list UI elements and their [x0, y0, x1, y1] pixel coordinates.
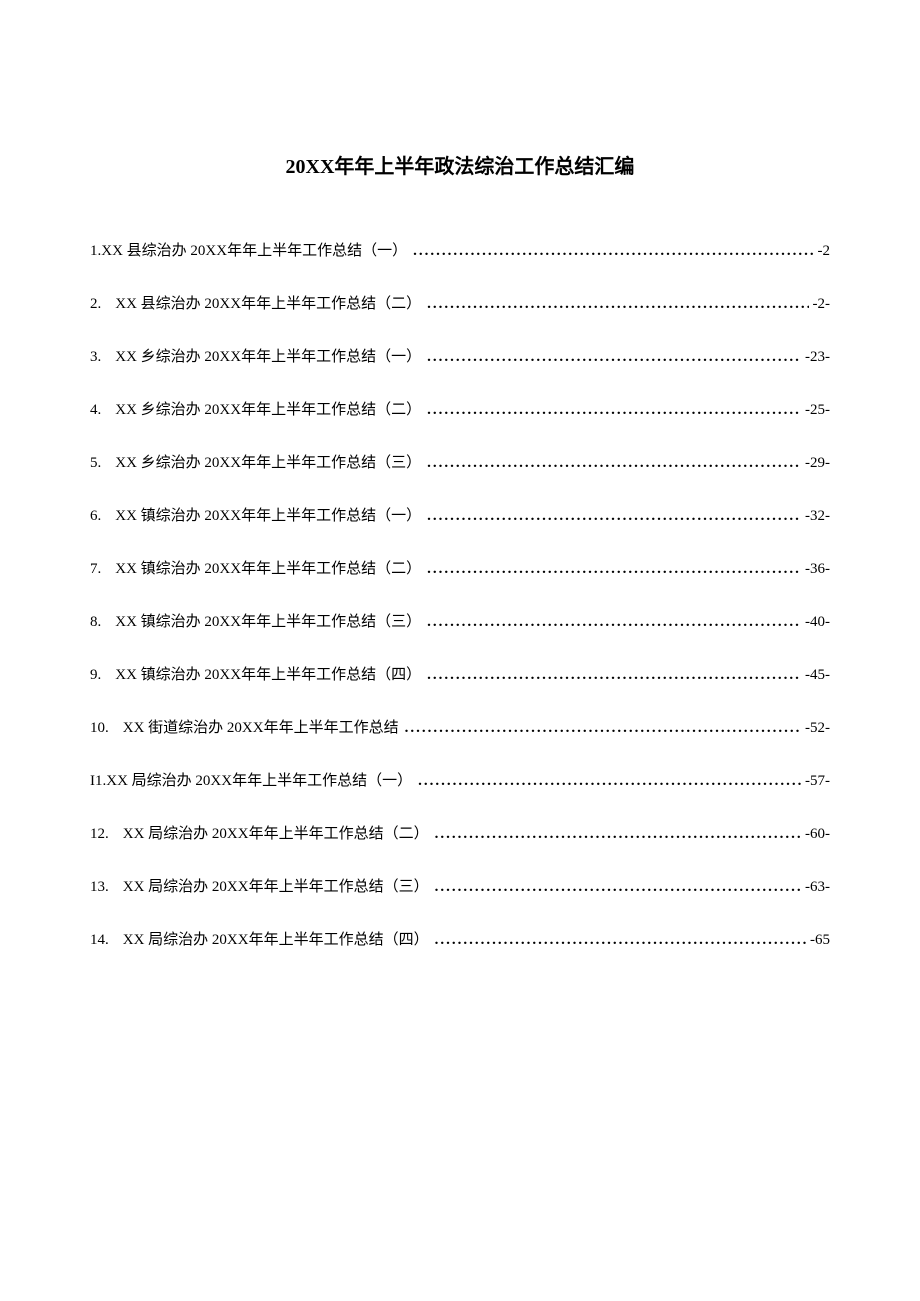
document-title: 20XX年年上半年政法综治工作总结汇编	[90, 150, 830, 179]
toc-entry-page: -52-	[805, 720, 830, 737]
toc-leader-dots: ........................................…	[427, 296, 808, 313]
toc-entry-text: XX 街道综治办 20XX年年上半年工作总结	[123, 716, 399, 737]
toc-entry-page: -57-	[805, 773, 830, 790]
toc-leader-dots: ........................................…	[427, 614, 801, 631]
toc-entry-text: XX 县综治办 20XX年年上半年工作总结（一）	[101, 239, 407, 260]
toc-entry-page: -60-	[805, 826, 830, 843]
toc-entry: 13. XX 局综治办 20XX年年上半年工作总结（三）.............…	[90, 875, 830, 896]
toc-entry: 3. XX 乡综治办 20XX年年上半年工作总结（一）..............…	[90, 345, 830, 366]
toc-entry-text: XX 镇综治办 20XX年年上半年工作总结（一）	[115, 504, 421, 525]
toc-entry: 8. XX 镇综治办 20XX年年上半年工作总结（三）..............…	[90, 610, 830, 631]
toc-leader-dots: ........................................…	[427, 561, 801, 578]
toc-entry-number: 13.	[90, 879, 109, 896]
toc-entry-number: 7.	[90, 561, 101, 578]
toc-entry-page: -25-	[805, 402, 830, 419]
toc-entry-text: XX 乡综治办 20XX年年上半年工作总结（二）	[115, 398, 421, 419]
toc-leader-dots: ........................................…	[435, 826, 801, 843]
toc-entry-page: -65	[810, 932, 830, 949]
toc-entry-number: 14.	[90, 932, 109, 949]
toc-entry: 5. XX 乡综治办 20XX年年上半年工作总结（三）..............…	[90, 451, 830, 472]
toc-entry-page: -40-	[805, 614, 830, 631]
toc-entry-text: XX 局综治办 20XX年年上半年工作总结（二）	[123, 822, 429, 843]
toc-entry-page: -36-	[805, 561, 830, 578]
toc-entry-page: -2-	[813, 296, 831, 313]
toc-leader-dots: ........................................…	[435, 932, 806, 949]
toc-entry-number: 8.	[90, 614, 101, 631]
toc-entry: 14. XX 局综治办 20XX年年上半年工作总结（四）.............…	[90, 928, 830, 949]
toc-leader-dots: ........................................…	[427, 455, 801, 472]
toc-entry-page: -23-	[805, 349, 830, 366]
toc-entry: 6. XX 镇综治办 20XX年年上半年工作总结（一）..............…	[90, 504, 830, 525]
toc-leader-dots: ........................................…	[418, 773, 801, 790]
toc-entry-number: 4.	[90, 402, 101, 419]
toc-entry-number: 3.	[90, 349, 101, 366]
toc-entry-page: -63-	[805, 879, 830, 896]
toc-entry: 10. XX 街道综治办 20XX年年上半年工作总结...............…	[90, 716, 830, 737]
toc-entry-page: -29-	[805, 455, 830, 472]
toc-entry: 7. XX 镇综治办 20XX年年上半年工作总结（二）..............…	[90, 557, 830, 578]
toc-entry-number: 5.	[90, 455, 101, 472]
toc-entry-page: -32-	[805, 508, 830, 525]
table-of-contents: 1.XX 县综治办 20XX年年上半年工作总结（一）..............…	[90, 239, 830, 949]
toc-leader-dots: ........................................…	[427, 667, 801, 684]
toc-leader-dots: ........................................…	[405, 720, 801, 737]
toc-entry: 2. XX 县综治办 20XX年年上半年工作总结（二）..............…	[90, 292, 830, 313]
toc-entry: 9. XX 镇综治办 20XX年年上半年工作总结（四）..............…	[90, 663, 830, 684]
toc-entry-number: 2.	[90, 296, 101, 313]
toc-entry-number: 12.	[90, 826, 109, 843]
toc-entry-text: XX 乡综治办 20XX年年上半年工作总结（一）	[115, 345, 421, 366]
toc-entry-text: XX 镇综治办 20XX年年上半年工作总结（四）	[115, 663, 421, 684]
toc-entry: 12. XX 局综治办 20XX年年上半年工作总结（二）.............…	[90, 822, 830, 843]
toc-entry-number: 1.	[90, 243, 101, 260]
toc-entry: I1.XX 局综治办 20XX年年上半年工作总结（一）.............…	[90, 769, 830, 790]
toc-entry-text: XX 局综治办 20XX年年上半年工作总结（四）	[123, 928, 429, 949]
toc-leader-dots: ........................................…	[435, 879, 801, 896]
toc-leader-dots: ........................................…	[427, 349, 801, 366]
toc-entry-text: XX 县综治办 20XX年年上半年工作总结（二）	[115, 292, 421, 313]
toc-entry: 4. XX 乡综治办 20XX年年上半年工作总结（二）..............…	[90, 398, 830, 419]
toc-entry-number: 10.	[90, 720, 109, 737]
toc-entry-text: XX 镇综治办 20XX年年上半年工作总结（二）	[115, 557, 421, 578]
toc-leader-dots: ........................................…	[413, 243, 813, 260]
toc-entry-number: 6.	[90, 508, 101, 525]
toc-leader-dots: ........................................…	[427, 508, 801, 525]
toc-entry-page: -2	[818, 243, 831, 260]
toc-entry-page: -45-	[805, 667, 830, 684]
toc-entry: 1.XX 县综治办 20XX年年上半年工作总结（一）..............…	[90, 239, 830, 260]
toc-entry-text: XX 镇综治办 20XX年年上半年工作总结（三）	[115, 610, 421, 631]
toc-entry-number: 9.	[90, 667, 101, 684]
toc-entry-text: XX 局综治办 20XX年年上半年工作总结（一）	[106, 769, 412, 790]
toc-entry-text: XX 乡综治办 20XX年年上半年工作总结（三）	[115, 451, 421, 472]
toc-entry-text: XX 局综治办 20XX年年上半年工作总结（三）	[123, 875, 429, 896]
toc-leader-dots: ........................................…	[427, 402, 801, 419]
toc-entry-number: I1.	[90, 773, 106, 790]
